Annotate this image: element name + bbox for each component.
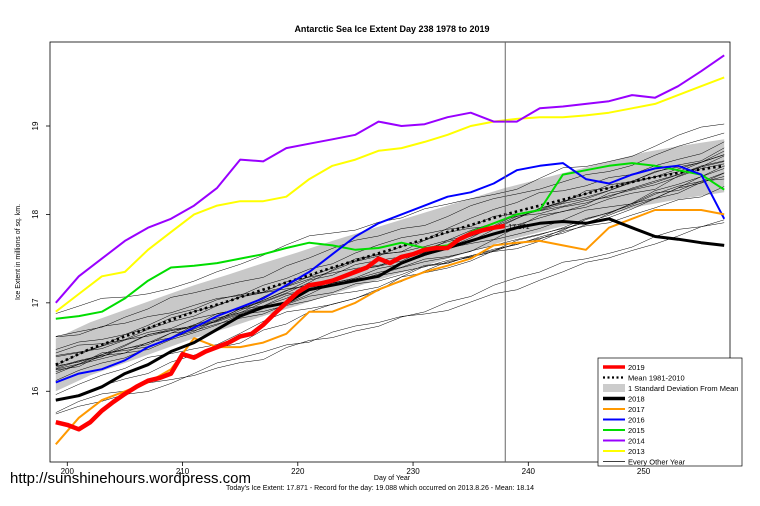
legend-box [597, 357, 743, 467]
x-tick-label: 230 [406, 467, 420, 476]
legend-label: 2015 [628, 426, 645, 435]
footer-note: Today's Ice Extent: 17.871 - Record for … [226, 485, 534, 492]
legend-label: 2017 [628, 405, 645, 414]
series-line-2019 [55, 223, 506, 432]
x-tick-label: 250 [637, 467, 651, 476]
today-value-label: 17.871 [508, 224, 530, 231]
other-year-line [55, 154, 725, 366]
other-year-line [55, 160, 725, 370]
mean-line [55, 164, 725, 366]
y-tick-label: 16 [31, 386, 40, 395]
other-year-line [55, 155, 725, 338]
legend-label: Mean 1981-2010 [628, 374, 685, 383]
series-line-2016 [55, 162, 726, 384]
series-line-2014 [55, 54, 725, 304]
mean-layer [55, 164, 725, 366]
series-layer [55, 54, 726, 445]
x-tick-label: 220 [291, 467, 305, 476]
other-year-line [55, 222, 725, 413]
series-line-2018 [55, 217, 725, 402]
series-line-2013 [55, 76, 725, 313]
y-axis-ticks: 16 17 18 19 [31, 121, 50, 396]
x-axis-label: Day of Year [374, 475, 411, 482]
legend-label: 2013 [628, 447, 645, 456]
legend-label: 2018 [628, 395, 645, 404]
series-line-2017 [55, 209, 725, 445]
other-year-line [55, 141, 725, 356]
y-tick-label: 18 [31, 209, 40, 218]
x-tick-label: 240 [522, 467, 536, 476]
y-tick-label: 19 [31, 121, 40, 130]
legend-label: Every Other Year [628, 458, 686, 467]
other-year-line [55, 132, 725, 337]
legend-label: 2019 [628, 363, 645, 372]
x-tick-label: 210 [176, 467, 190, 476]
watermark-url: http://sunshinehours.wordpress.com [10, 470, 251, 487]
y-axis-label: Ice Extent in millions of sq. km. [15, 204, 22, 300]
legend-swatch [603, 384, 625, 392]
other-year-line [55, 172, 725, 368]
x-tick-label: 200 [61, 467, 75, 476]
legend-label: 1 Standard Deviation From Mean [628, 384, 738, 393]
other-year-line [55, 219, 725, 415]
other-year-line [55, 123, 725, 314]
legend-label: 2014 [628, 437, 645, 446]
series-line-2015 [55, 162, 725, 320]
other-year-line [55, 154, 725, 369]
legend-label: 2016 [628, 416, 645, 425]
y-tick-label: 17 [31, 298, 40, 307]
chart-title: Antarctic Sea Ice Extent Day 238 1978 to… [294, 24, 489, 34]
